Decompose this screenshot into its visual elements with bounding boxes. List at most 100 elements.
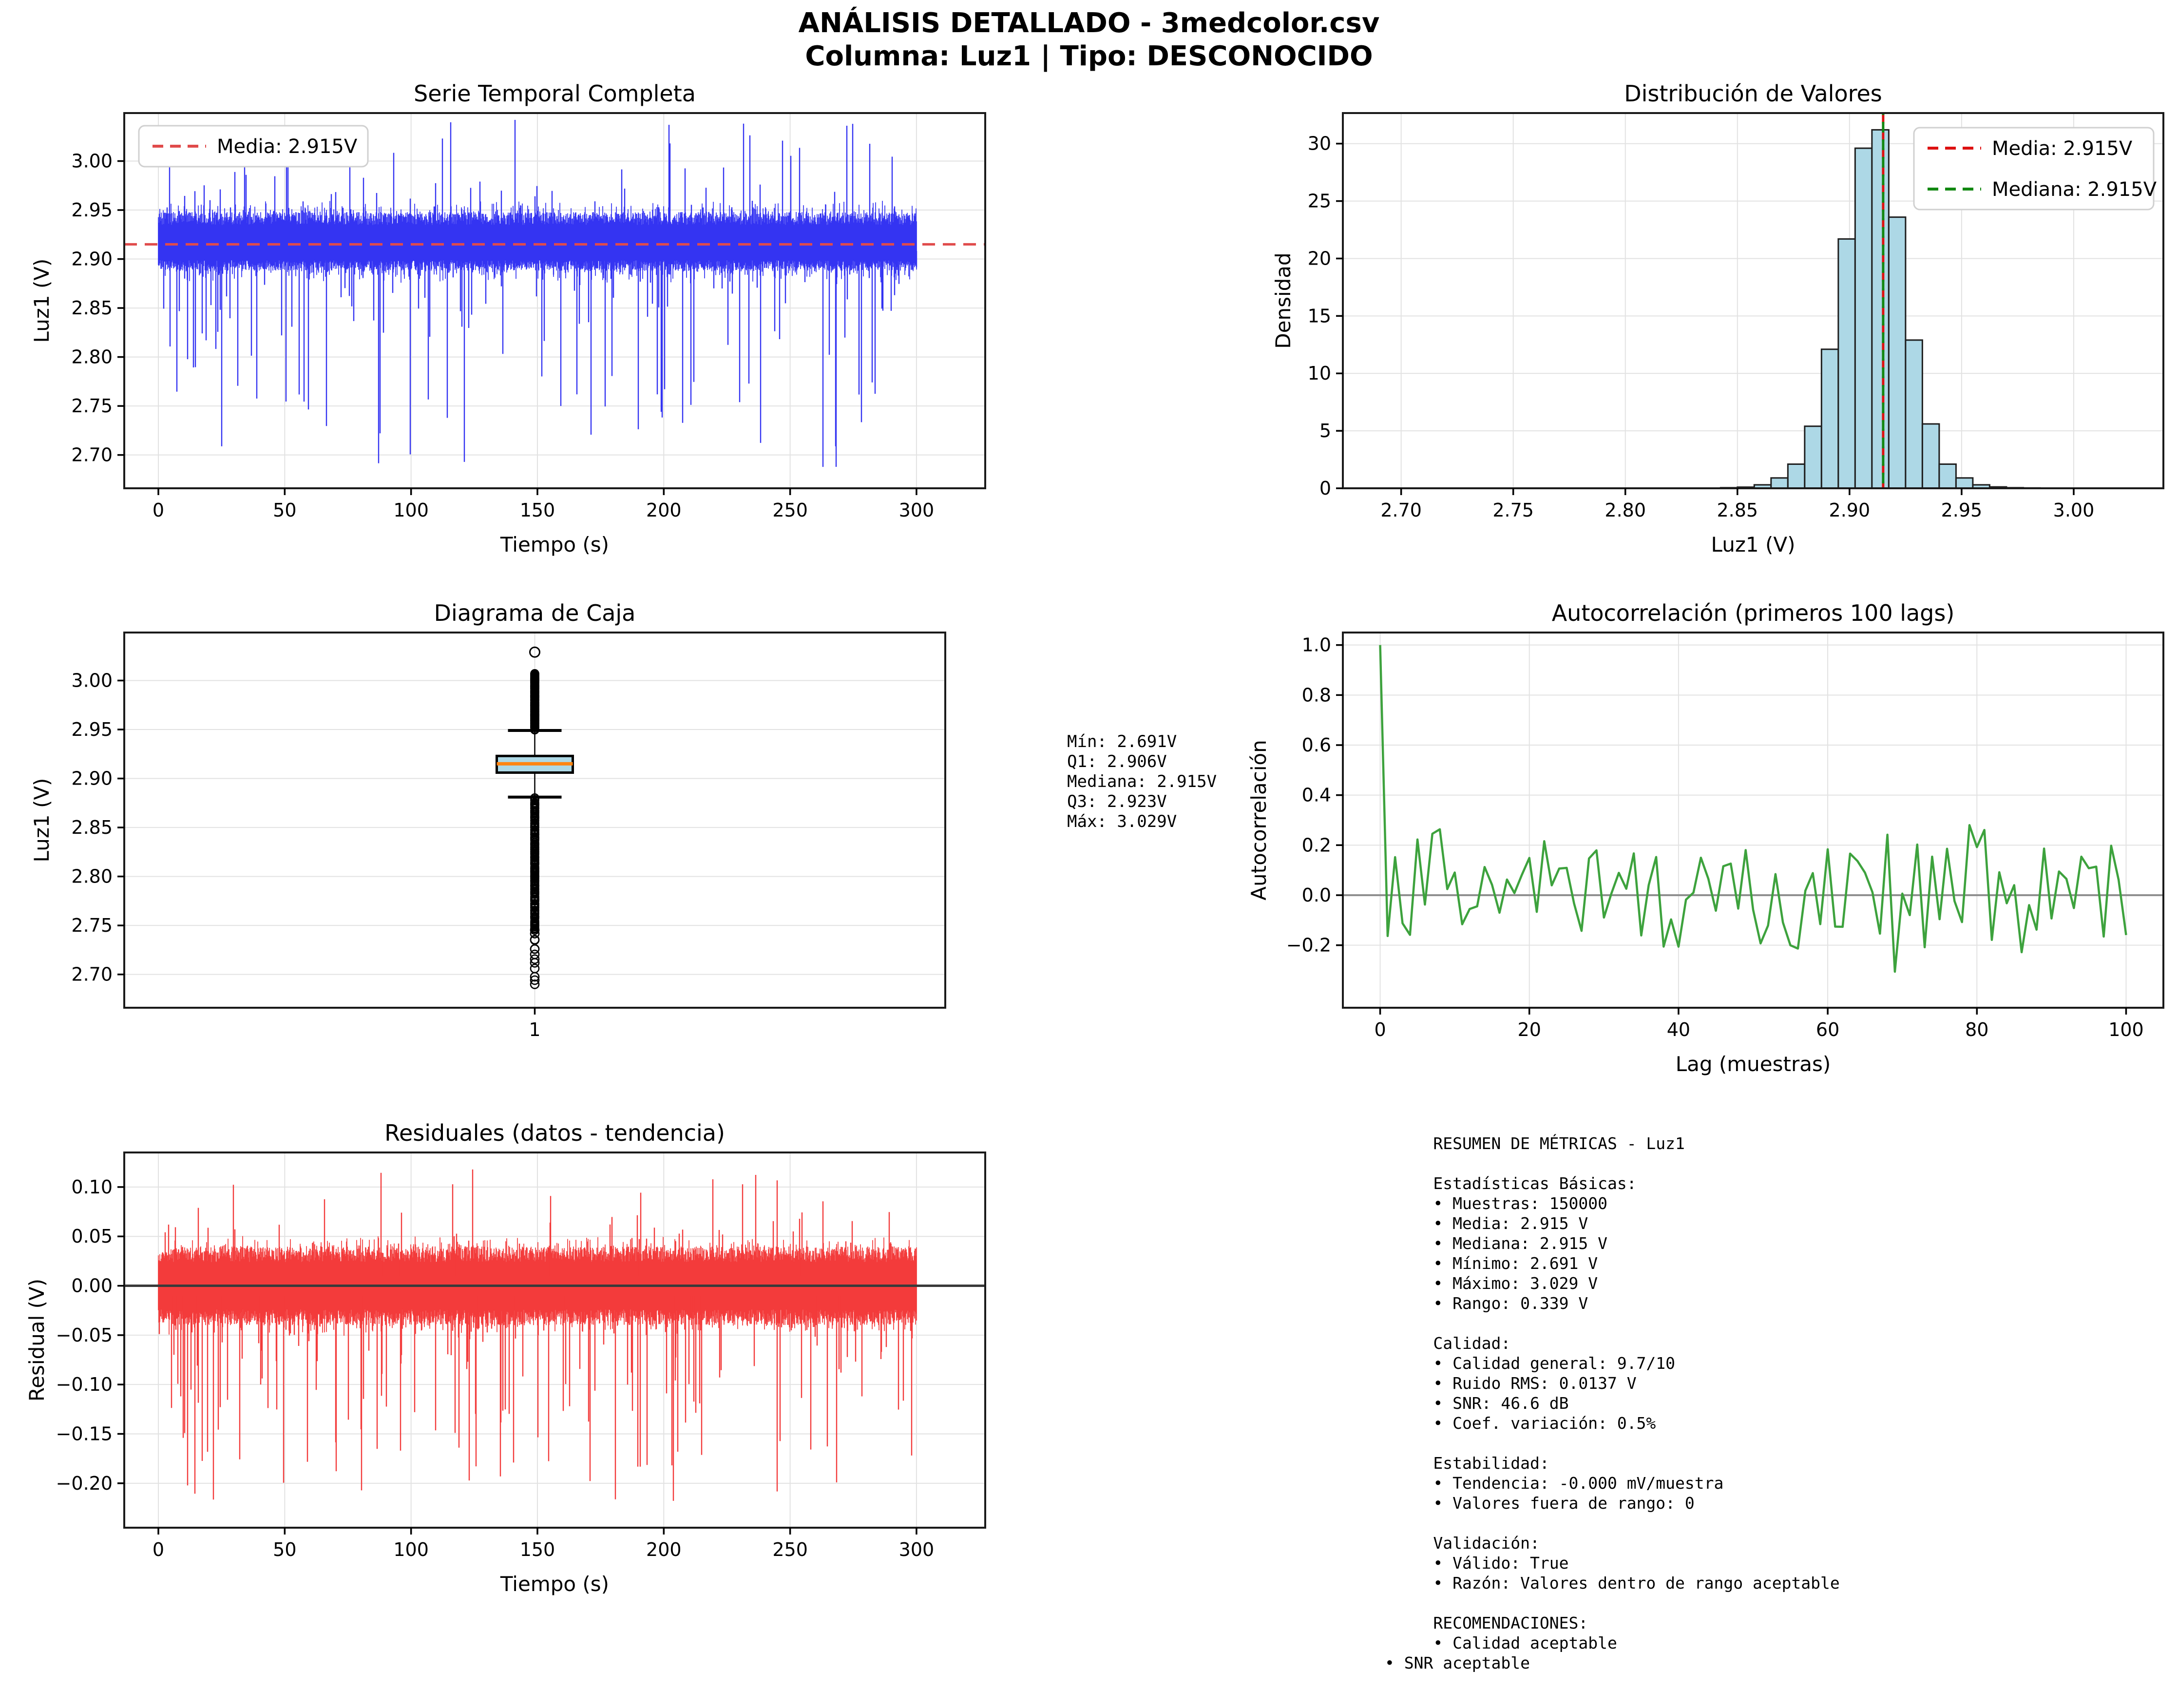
- box-outlier: [530, 929, 540, 939]
- suptitle-line-1: ANÁLISIS DETALLADO - 3medcolor.csv: [798, 7, 1380, 39]
- x-tick-label: 100: [393, 1539, 429, 1560]
- x-tick-label: 50: [273, 1539, 296, 1560]
- grid-lines: [124, 113, 985, 488]
- hist-bar: [1888, 216, 1907, 488]
- x-tick-label: 80: [1965, 1019, 1988, 1040]
- x-tick-label: 150: [520, 499, 555, 521]
- y-tick-label: 2.85: [71, 817, 113, 838]
- box-outlier: [530, 935, 540, 944]
- y-axis-label: Residual (V): [25, 1279, 49, 1401]
- x-tick-label: 2.85: [1717, 499, 1758, 521]
- box-outlier: [530, 975, 540, 985]
- y-tick-label: 2.85: [71, 297, 113, 319]
- hist-bar: [1905, 339, 1923, 488]
- distribucion-plot-frame: [1342, 112, 2164, 489]
- hist-bar: [1770, 477, 1789, 488]
- residuales-plot-frame: [123, 1151, 986, 1529]
- chart-title: Diagrama de Caja: [434, 600, 636, 626]
- acf-line: [1379, 645, 2127, 973]
- y-tick-label: 2.75: [71, 395, 113, 417]
- box-outlier: [530, 949, 540, 960]
- residuales-chart: 0 50 100 150 200 250 300 −0.20 −0.15 −0.10 −0.05 0.…: [25, 1120, 986, 1596]
- box-outlier-extreme: [529, 646, 540, 658]
- y-tick-label: −0.15: [56, 1423, 113, 1445]
- y-tick-label: 2.90: [71, 768, 113, 789]
- x-tick-label: 250: [772, 1539, 808, 1560]
- y-tick-label: 2.80: [71, 346, 113, 368]
- y-tick-label: 15: [1308, 305, 1331, 326]
- x-tick-label: 3.00: [2053, 499, 2095, 521]
- grid-lines: [1343, 633, 2163, 1008]
- y-tick-label: 20: [1308, 248, 1331, 269]
- hist-bar: [1787, 463, 1806, 488]
- y-tick-label: 5: [1319, 420, 1331, 441]
- box-outlier: [530, 899, 539, 908]
- x-tick-label: 1: [529, 1019, 540, 1040]
- y-tick-label: −0.2: [1286, 935, 1331, 956]
- serie-temporal-noise-band: [158, 201, 917, 284]
- serie-temporal-chart: 0 50 100 150 200 250 300 2.70 2.75 2.80 2.85 2.90 2.…: [30, 80, 986, 557]
- suptitle-line-2: Columna: Luz1 | Tipo: DESCONOCIDO: [805, 40, 1373, 72]
- y-tick-label: 0.0: [1302, 884, 1331, 906]
- autocorrelacion-plot-frame: [1342, 632, 2164, 1009]
- x-tick-label: 40: [1667, 1019, 1690, 1040]
- autocorrelacion-chart: 0 20 40 60 80 100 −0.2 0.0 0.2 0.4 0.6 0.8 1.0 Autoco…: [1247, 600, 2164, 1076]
- y-tick-label: 3.00: [71, 151, 113, 172]
- legend-label: Mediana: 2.915V: [1992, 178, 2157, 201]
- y-tick-label: 2.70: [71, 444, 113, 466]
- y-tick-label: 2.70: [71, 964, 113, 985]
- hist-bar: [1820, 348, 1839, 488]
- box-outlier: [530, 963, 540, 974]
- y-axis-label: Luz1 (V): [30, 259, 54, 343]
- distribucion-legend: Media: 2.915V Mediana: 2.915V: [1913, 127, 2157, 211]
- y-tick-label: 0.6: [1302, 734, 1331, 756]
- y-tick-label: 1.0: [1302, 634, 1331, 656]
- chart-title: Distribución de Valores: [1624, 80, 1882, 107]
- y-tick-label: 25: [1308, 191, 1331, 212]
- y-tick-label: 2.95: [71, 199, 113, 221]
- box-outlier: [530, 925, 540, 935]
- y-tick-label: 0.10: [71, 1176, 113, 1198]
- chart-title: Serie Temporal Completa: [414, 80, 696, 107]
- y-tick-label: 2.95: [71, 719, 113, 740]
- x-tick-label: 20: [1518, 1019, 1541, 1040]
- hist-bar: [1955, 477, 1974, 488]
- y-tick-label: 0.2: [1302, 834, 1331, 856]
- y-tick-label: 0.8: [1302, 684, 1331, 706]
- box-outlier: [530, 669, 539, 678]
- y-tick-label: 0: [1319, 478, 1331, 499]
- hist-bar: [1921, 423, 1940, 488]
- x-tick-label: 200: [646, 1539, 682, 1560]
- x-axis-label: Tiempo (s): [500, 533, 609, 557]
- x-tick-label: 2.95: [1941, 499, 1983, 521]
- legend-box: [1913, 127, 2155, 211]
- x-tick-label: 0: [1374, 1019, 1386, 1040]
- chart-title: Autocorrelación (primeros 100 lags): [1552, 600, 1955, 626]
- x-tick-label: 250: [772, 499, 808, 521]
- y-tick-label: 3.00: [71, 670, 113, 691]
- hist-bar: [1804, 425, 1822, 488]
- y-tick-label: 2.90: [71, 249, 113, 270]
- y-tick-label: −0.20: [56, 1473, 113, 1494]
- x-tick-label: 100: [2108, 1019, 2144, 1040]
- x-tick-label: 2.70: [1380, 499, 1422, 521]
- x-tick-label: 60: [1816, 1019, 1839, 1040]
- box-outlier: [530, 793, 539, 803]
- autocorrelacion-data-layer: [1343, 645, 2163, 973]
- hist-bar: [1871, 129, 1890, 488]
- metrics-summary-text: RESUMEN DE MÉTRICAS - Luz1 Estadísticas …: [1385, 1134, 1840, 1672]
- y-tick-label: 30: [1308, 133, 1331, 154]
- x-tick-label: 0: [153, 499, 164, 521]
- legend-label: Media: 2.915V: [217, 135, 358, 158]
- x-axis-label: Luz1 (V): [1711, 533, 1796, 557]
- x-tick-label: 150: [520, 1539, 555, 1560]
- box-outlier: [530, 954, 540, 964]
- y-tick-label: 0.05: [71, 1226, 113, 1247]
- chart-title: Residuales (datos - tendencia): [384, 1120, 725, 1146]
- serie-temporal-plot-frame: [123, 112, 986, 489]
- hist-bar: [1854, 147, 1873, 488]
- y-tick-label: −0.05: [56, 1324, 113, 1346]
- y-axis-label: Autocorrelación: [1247, 740, 1271, 901]
- serie-temporal-spikes: [163, 120, 917, 467]
